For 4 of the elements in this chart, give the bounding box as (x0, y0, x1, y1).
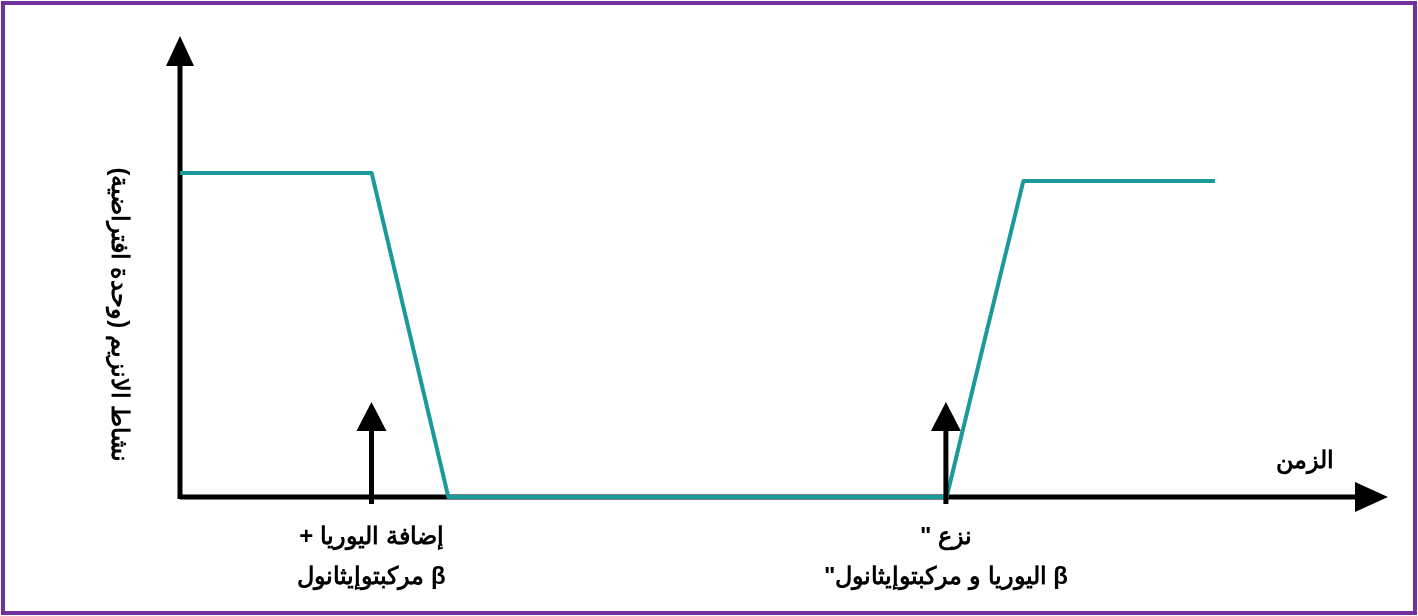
text: إضافة اليوريا + β مركبتوإيثانول (297, 522, 446, 591)
x-axis-title: الزمن (1276, 446, 1334, 475)
y-axis-title: نشاط الانزيم (وحدة افتراضية) (105, 167, 134, 463)
text: نزع " β اليوريا و مركبتوإيثانول" (823, 522, 1068, 591)
